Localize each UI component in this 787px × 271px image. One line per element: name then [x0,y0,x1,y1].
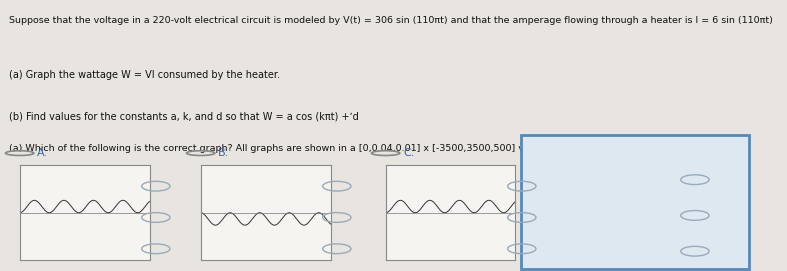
Text: C.: C. [403,148,414,158]
Text: (a) Which of the following is the correct graph? All graphs are shown in a [0,0.: (a) Which of the following is the correc… [9,144,597,153]
Text: (a) Graph the wattage W = VI consumed by the heater.: (a) Graph the wattage W = VI consumed by… [9,70,280,80]
Text: D.: D. [552,139,564,149]
Text: B.: B. [218,148,229,158]
Text: Suppose that the voltage in a 220-volt electrical circuit is modeled by V(t) = 3: Suppose that the voltage in a 220-volt e… [9,16,774,25]
Text: A.: A. [37,148,48,158]
Text: (b) Find values for the constants a, k, and d so that W = a cos (kπt) +ʼd: (b) Find values for the constants a, k, … [9,111,359,121]
Circle shape [528,143,542,145]
